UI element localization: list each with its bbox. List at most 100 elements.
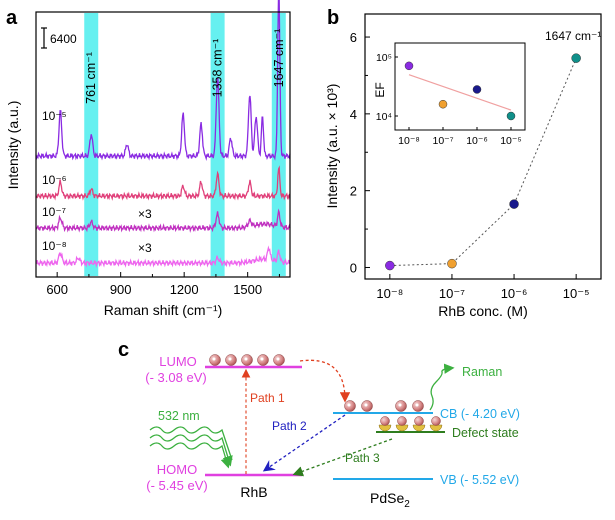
raman-arrow	[429, 363, 455, 411]
x-axis-label-a: Raman shift (cm⁻¹)	[104, 302, 223, 318]
band-label-1358: 1358 cm⁻¹	[211, 39, 225, 98]
path3-label: Path 3	[345, 451, 380, 465]
inset-x-tick-label: 10⁻⁷	[432, 135, 453, 147]
raman-spectra-chart: 600 900 1200 1500 Raman shift (cm⁻¹) Intens…	[5, 0, 291, 318]
x-tick-label: 10⁻⁶	[501, 286, 528, 301]
inset-x-tick-label: 10⁻⁵	[500, 135, 522, 147]
laser-wave-1	[149, 426, 233, 461]
electron-dot	[398, 403, 402, 407]
inset-x-tick-label: 10⁻⁸	[398, 135, 420, 147]
electron-dot	[260, 357, 264, 361]
band-label-1647: 1647 cm⁻¹	[272, 29, 286, 88]
x-tick-label: 10⁻⁵	[563, 286, 590, 301]
spectrum-line	[35, 0, 291, 161]
defect-label: Defect state	[452, 426, 519, 440]
raman-label: Raman	[462, 365, 502, 379]
inset-y-tick-label: 10⁴	[376, 111, 392, 123]
lumo-energy: (- 3.08 eV)	[145, 370, 206, 385]
series-label: 10⁻⁸	[42, 239, 67, 253]
inset-point	[506, 111, 516, 121]
cb-electrons	[344, 400, 424, 412]
inset-y-tick-label: 10⁵	[376, 52, 392, 64]
inset-point	[438, 99, 448, 109]
defect-mark	[429, 424, 443, 432]
pdse2-subscript: 2	[404, 499, 410, 510]
y-tick-label: 6	[350, 30, 357, 45]
plot-frame-a	[35, 11, 291, 278]
band-1358	[210, 13, 225, 276]
inset-ticks: 10⁻⁸ 10⁻⁷ 10⁻⁶ 10⁻⁵ 10⁴ 10⁵	[376, 52, 522, 147]
inset-points	[404, 61, 516, 121]
spectrum-line	[35, 165, 291, 201]
electron-dot	[364, 403, 368, 407]
band-label-761: 761 cm⁻¹	[84, 52, 98, 104]
lumo-electrons	[209, 354, 285, 366]
data-point	[509, 199, 519, 209]
series-labels: 10⁻⁵ 10⁻⁶ 10⁻⁷ ×3 10⁻⁸ ×3	[42, 109, 152, 255]
homo-energy: (- 5.45 eV)	[146, 478, 207, 493]
series-multiplier: ×3	[138, 207, 152, 221]
panel-label-c: c	[118, 339, 129, 361]
series-label: 10⁻⁷	[42, 205, 66, 219]
series-label: 10⁻⁶	[42, 173, 67, 187]
trapped-electron	[431, 416, 441, 426]
electron-dot	[244, 357, 248, 361]
defect-mark	[412, 424, 426, 432]
laser-label: 532 nm	[158, 409, 200, 423]
y-tick-label: 4	[350, 107, 357, 122]
vb-label: VB (- 5.52 eV)	[440, 473, 519, 487]
band-labels: 761 cm⁻¹ 1358 cm⁻¹ 1647 cm⁻¹	[84, 29, 286, 104]
spectra	[35, 0, 291, 269]
inset-y-axis-label: EF	[373, 82, 387, 97]
scale-bar-label: 6400	[50, 32, 77, 46]
axis-ticks-b: 10⁻⁸ 10⁻⁷ 10⁻⁶ 10⁻⁵ 0 2 4 6	[350, 30, 590, 301]
y-axis-label-b: Intensity (a.u. × 10³)	[324, 84, 340, 209]
plot-frame-b	[364, 13, 602, 280]
lumo-label: LUMO	[159, 354, 197, 369]
x-tick-label: 1500	[233, 282, 262, 297]
electron-dot	[415, 403, 419, 407]
defect-state-marks	[378, 416, 443, 432]
band-1647	[271, 13, 286, 276]
x-axis-label-b: RhB conc. (M)	[438, 303, 527, 319]
y-axis-label-a: Intensity (a.u.)	[5, 101, 21, 190]
data-point	[385, 260, 395, 271]
inset-fit-line	[408, 74, 512, 111]
series-label: 10⁻⁵	[42, 109, 67, 123]
electron-dot	[347, 403, 351, 407]
x-tick-label: 10⁻⁸	[376, 286, 403, 301]
cb-label: CB (- 4.20 eV)	[440, 407, 520, 421]
electron-dot	[276, 357, 280, 361]
x-tick-label: 900	[110, 282, 132, 297]
highlight-bands	[84, 13, 286, 276]
x-ticks-a: 600 900 1200 1500	[46, 272, 280, 297]
data-point	[447, 258, 457, 269]
homo-label: HOMO	[157, 462, 197, 477]
energy-diagram: LUMO (- 3.08 eV) HOMO (- 5.45 eV) RhB Pd…	[145, 354, 520, 510]
inset-x-tick-label: 10⁻⁶	[466, 135, 488, 147]
annotation-1647: 1647 cm⁻¹	[545, 29, 601, 43]
x-tick-label: 1200	[170, 282, 199, 297]
rhb-label: RhB	[240, 484, 267, 500]
intensity-vs-concentration-chart: 10⁻⁸ 10⁻⁷ 10⁻⁶ 10⁻⁵ 0 2 4 6 1647 cm⁻¹ RhB conc.…	[324, 13, 602, 319]
data-points-b	[385, 53, 581, 271]
trapped-electron	[397, 416, 407, 426]
series-multiplier: ×3	[138, 241, 152, 255]
path2-label: Path 2	[272, 419, 307, 433]
laser-wave-3	[149, 442, 231, 469]
data-point	[571, 53, 581, 63]
band-761	[84, 13, 99, 276]
trapped-electron	[414, 416, 424, 426]
path1-arrow	[299, 359, 351, 403]
defect-mark	[395, 424, 409, 432]
ef-inset-chart: 10⁻⁸ 10⁻⁷ 10⁻⁶ 10⁻⁵ 10⁴ 10⁵ EF	[373, 42, 526, 147]
y-tick-label: 2	[350, 184, 357, 199]
electron-dot	[228, 357, 232, 361]
y-tick-label: 0	[350, 260, 357, 275]
spectrum-line	[35, 208, 291, 233]
trend-dashed-line	[389, 58, 577, 267]
inset-frame	[394, 42, 526, 131]
electron-dot	[212, 357, 216, 361]
panel-label-a: a	[6, 7, 18, 29]
path3-arrow	[292, 438, 393, 477]
